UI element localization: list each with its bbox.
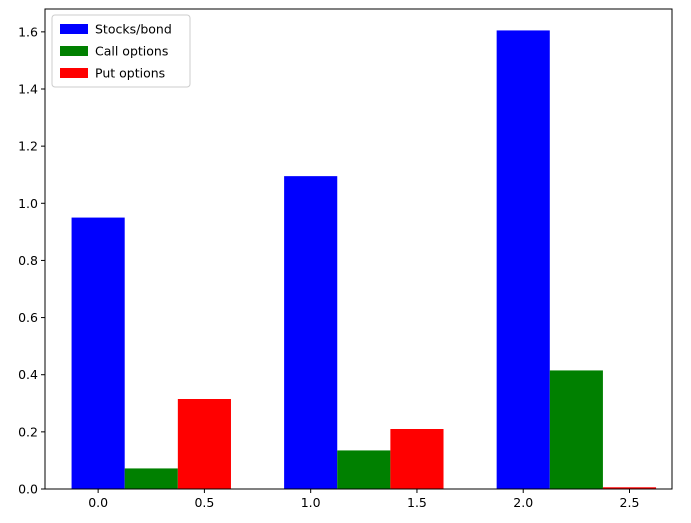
bar-stocks-bond-0 — [71, 217, 125, 490]
x-tick-label: 2.0 — [513, 495, 533, 510]
legend-swatch — [60, 24, 88, 34]
x-tick-label: 1.0 — [301, 495, 321, 510]
y-tick-label: 0.4 — [18, 367, 38, 382]
legend-label: Call options — [95, 44, 168, 59]
bars-layer — [71, 30, 657, 490]
y-tick-label: 0.0 — [18, 482, 38, 497]
x-tick-label: 0.5 — [194, 495, 214, 510]
y-tick-label: 1.2 — [18, 139, 38, 154]
bar-call-options-1 — [337, 450, 391, 489]
legend-swatch — [60, 46, 88, 56]
bar-call-options-2 — [549, 370, 603, 489]
y-tick-label: 0.6 — [18, 310, 38, 325]
legend-swatch — [60, 68, 88, 78]
bar-stocks-bond-1 — [284, 176, 338, 489]
x-tick-label: 0.0 — [88, 495, 108, 510]
bar-call-options-0 — [124, 468, 178, 489]
bar-put-options-0 — [177, 399, 231, 489]
y-tick-label: 1.4 — [18, 82, 38, 97]
x-tick-label: 1.5 — [407, 495, 427, 510]
y-tick-label: 1.0 — [18, 196, 38, 211]
y-tick-label: 0.8 — [18, 253, 38, 268]
bar-put-options-1 — [390, 429, 444, 489]
axes-layer: 0.0 0.5 1.0 1.5 2.0 2.5 0.0 0.2 0.4 0.6 0.8 1.0 1.2 1… — [18, 8, 673, 510]
plot-frame — [44, 8, 673, 490]
bar-stocks-bond-2 — [496, 30, 550, 490]
x-tick-label: 2.5 — [620, 495, 640, 510]
bar-put-options-2 — [602, 487, 657, 489]
y-tick-label: 0.2 — [18, 424, 38, 439]
y-tick-label: 1.6 — [18, 24, 38, 39]
legend: Stocks/bond Call options Put options — [51, 14, 191, 88]
legend-label: Put options — [95, 66, 165, 81]
legend-label: Stocks/bond — [95, 22, 172, 37]
